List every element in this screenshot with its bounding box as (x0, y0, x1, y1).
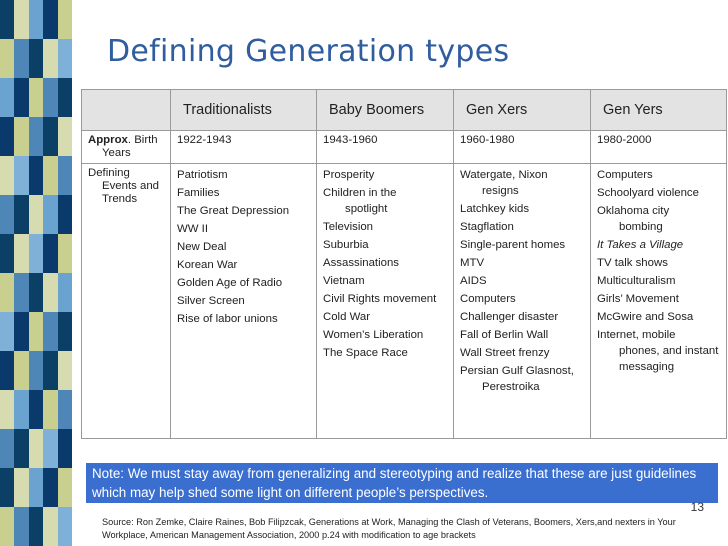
list-item: Multiculturalism (597, 275, 676, 287)
table-cell: 1943-1960 (316, 130, 454, 164)
row-label-text: Defining Events and Trends (88, 167, 159, 205)
table-cell: 1922-1943 (170, 130, 317, 164)
generation-table: Traditionalists Baby Boomers Gen Xers Ge… (81, 89, 727, 439)
list-item: Women’s Liberation (323, 329, 424, 341)
list-item: Suburbia (323, 239, 369, 251)
list-item: Cold War (323, 311, 371, 323)
row-label-text: Approx. Birth Years (88, 134, 166, 160)
table-cell: 1960-1980 (453, 130, 591, 164)
table-header-row: Traditionalists Baby Boomers Gen Xers Ge… (81, 89, 727, 131)
list-item: New Deal (177, 241, 227, 253)
slide-title: Defining Generation types (107, 34, 510, 69)
list-item: Computers (460, 293, 516, 305)
list-item: It Takes a Village (597, 239, 684, 251)
table-cell: Prosperity Children in the spotlight Tel… (316, 163, 454, 439)
list-item: The Great Depression (177, 205, 290, 217)
table-cell: Computers Schoolyard violence Oklahoma c… (590, 163, 727, 439)
list-item: Schoolyard violence (597, 187, 699, 199)
stripe-column (14, 0, 29, 546)
list-item: Computers (597, 169, 653, 181)
list-item: Silver Screen (177, 295, 245, 307)
list-item: Girls’ Movement (597, 293, 679, 305)
row-label-bold: Approx (88, 134, 128, 146)
list-item: Children in the spotlight (323, 187, 397, 215)
list-item: Patriotism (177, 169, 228, 181)
stripe-column (57, 0, 73, 546)
table-header-cell: Traditionalists (170, 89, 317, 131)
list-item: MTV (460, 257, 485, 269)
row-label-rest: . Birth Years (102, 134, 158, 159)
row-label-birth-years: Approx. Birth Years (81, 130, 171, 164)
list-item: McGwire and Sosa (597, 311, 694, 323)
note-box: Note: We must stay away from generalizin… (86, 463, 718, 503)
table-row: Defining Events and Trends Patriotism Fa… (81, 163, 727, 439)
list-item: Families (177, 187, 220, 199)
table-cell: Watergate, Nixon resigns Latchkey kids S… (453, 163, 591, 439)
list-item: Prosperity (323, 169, 375, 181)
table-header-cell: Gen Yers (590, 89, 727, 131)
table-header-cell: Gen Xers (453, 89, 591, 131)
list-item: Assassinations (323, 257, 399, 269)
list-item: Latchkey kids (460, 203, 530, 215)
list-item: Persian Gulf Glasnost, Perestroika (460, 365, 574, 393)
list-item: Oklahoma city bombing (597, 205, 670, 233)
table-header-cell (81, 89, 171, 131)
stripe-column (28, 0, 44, 546)
list-item: WW II (177, 223, 208, 235)
list-item: AIDS (460, 275, 487, 287)
list-item: Single-parent homes (460, 239, 566, 251)
table-row: Approx. Birth Years 1922-1943 1943-1960 … (81, 130, 727, 164)
stripe-column (0, 0, 15, 546)
table-header-cell: Baby Boomers (316, 89, 454, 131)
table-cell: Patriotism Families The Great Depression… (170, 163, 317, 439)
source-citation: Source: Ron Zemke, Claire Raines, Bob Fi… (102, 517, 676, 540)
list-item: Wall Street frenzy (460, 347, 550, 359)
list-item: Watergate, Nixon resigns (460, 169, 548, 197)
list-item: TV talk shows (597, 257, 668, 269)
row-label-events: Defining Events and Trends (81, 163, 171, 439)
list-item: The Space Race (323, 347, 408, 359)
list-item: Rise of labor unions (177, 313, 278, 325)
table-cell: 1980-2000 (590, 130, 727, 164)
list-item: Vietnam (323, 275, 365, 287)
decorative-stripe (0, 0, 73, 546)
list-item: Challenger disaster (460, 311, 559, 323)
list-item: Television (323, 221, 374, 233)
list-item: Stagflation (460, 221, 514, 233)
stripe-column (43, 0, 58, 546)
page-number: 13 (690, 500, 704, 514)
list-item: Korean War (177, 259, 238, 271)
list-item: Fall of Berlin Wall (460, 329, 549, 341)
list-item: Golden Age of Radio (177, 277, 283, 289)
list-item: Civil Rights movement (323, 293, 437, 305)
list-item: Internet, mobile phones, and instant mes… (597, 329, 719, 373)
